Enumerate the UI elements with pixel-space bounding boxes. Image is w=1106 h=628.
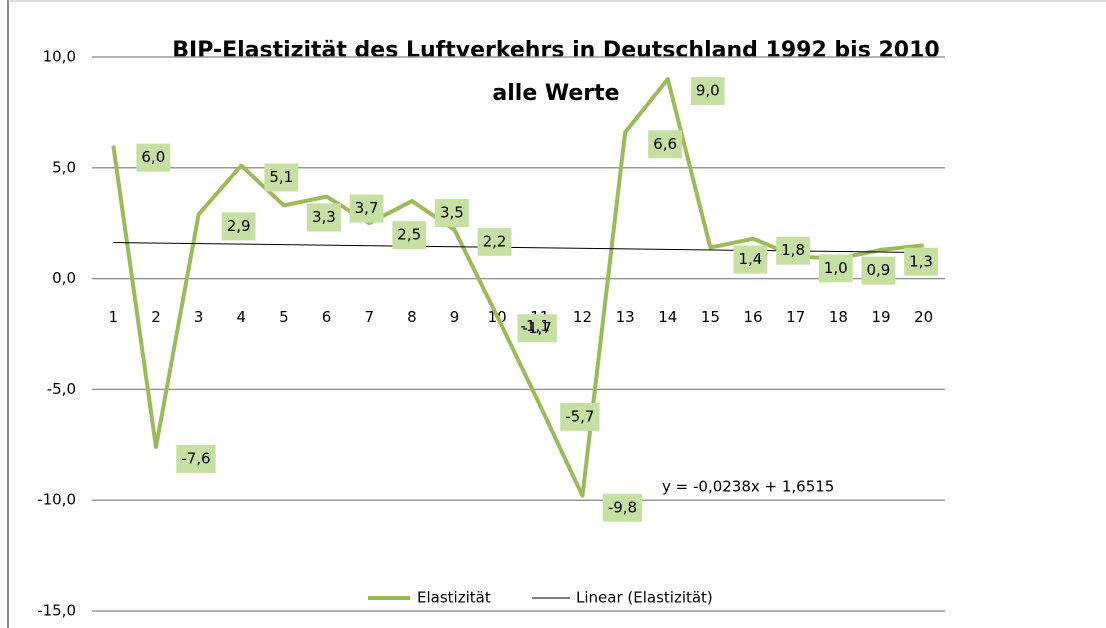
data-label: 2,2	[483, 232, 507, 250]
trendline-equation: y = -0,0238x + 1,6515	[662, 478, 834, 496]
data-label: 1,8	[781, 241, 805, 259]
data-label: 2,9	[227, 217, 251, 235]
data-label: 1,3	[909, 252, 933, 270]
data-label-box	[776, 236, 811, 265]
data-label: 1,4	[738, 250, 762, 268]
x-tick-label: 2	[151, 308, 161, 326]
data-label-box	[176, 445, 216, 474]
x-tick-label: 18	[829, 308, 848, 326]
x-tick-label: 17	[786, 308, 805, 326]
x-tick-label: 7	[364, 308, 374, 326]
data-label: 1,0	[824, 259, 848, 277]
chart-subtitle: alle Werte	[492, 81, 619, 106]
data-label: -1,7	[523, 319, 552, 337]
data-label-box	[221, 212, 256, 241]
y-tick-label: -10,0	[37, 491, 76, 509]
x-tick-label: 14	[658, 308, 677, 326]
x-tick-label: 8	[407, 308, 417, 326]
data-label-box	[434, 199, 469, 228]
data-label: 6,0	[141, 148, 165, 166]
data-label: -5,7	[565, 407, 594, 425]
y-tick-label: 5,0	[52, 158, 76, 176]
chart-title: BIP-Elastizität des Luftverkehrs in Deut…	[172, 38, 939, 63]
x-tick-label: 4	[237, 308, 247, 326]
data-label-box	[818, 254, 853, 283]
data-label-box	[560, 402, 600, 431]
data-label-box	[517, 314, 557, 343]
x-tick-label: 13	[616, 308, 635, 326]
x-tick-label: 3	[194, 308, 204, 326]
data-label-box	[392, 221, 427, 250]
data-label-box	[264, 163, 299, 192]
data-label-box	[861, 256, 896, 285]
data-label-box	[477, 227, 512, 256]
data-label-box	[602, 493, 643, 522]
y-tick-label: -15,0	[37, 602, 76, 620]
data-label-box	[733, 245, 768, 274]
x-tick-label: 16	[744, 308, 763, 326]
legend-label: Linear (Elastizität)	[576, 589, 713, 607]
x-tick-label: 20	[914, 308, 933, 326]
x-tick-label: 15	[701, 308, 720, 326]
data-label: 3,7	[355, 199, 379, 217]
x-tick-label: 9	[450, 308, 460, 326]
data-label-box	[648, 130, 683, 159]
data-label-box	[904, 247, 938, 276]
x-tick-label: 12	[573, 308, 592, 326]
x-tick-label: 1	[109, 308, 119, 326]
data-label: 3,5	[440, 204, 464, 222]
data-label: 5,1	[269, 168, 293, 186]
legend-label: Elastizität	[417, 589, 491, 607]
x-tick-label: 6	[322, 308, 332, 326]
data-label: 3,3	[312, 208, 336, 226]
y-tick-label: 0,0	[52, 269, 76, 287]
data-label: -7,6	[181, 450, 210, 468]
data-label: 9,0	[696, 82, 720, 100]
y-tick-label: 10,0	[43, 48, 76, 66]
data-label: 2,5	[397, 226, 421, 244]
data-label-box	[136, 143, 171, 172]
data-label: -9,8	[608, 498, 637, 516]
data-label: 0,9	[866, 261, 890, 279]
y-tick-label: -5,0	[47, 380, 76, 398]
data-label-box	[690, 77, 725, 106]
data-label-box	[349, 194, 384, 223]
x-tick-label: 5	[279, 308, 289, 326]
series-line	[111, 77, 924, 498]
x-tick-label: 19	[871, 308, 890, 326]
data-label: 6,6	[653, 135, 677, 153]
annotation: -1,1	[521, 317, 550, 335]
data-label-box	[306, 203, 341, 232]
